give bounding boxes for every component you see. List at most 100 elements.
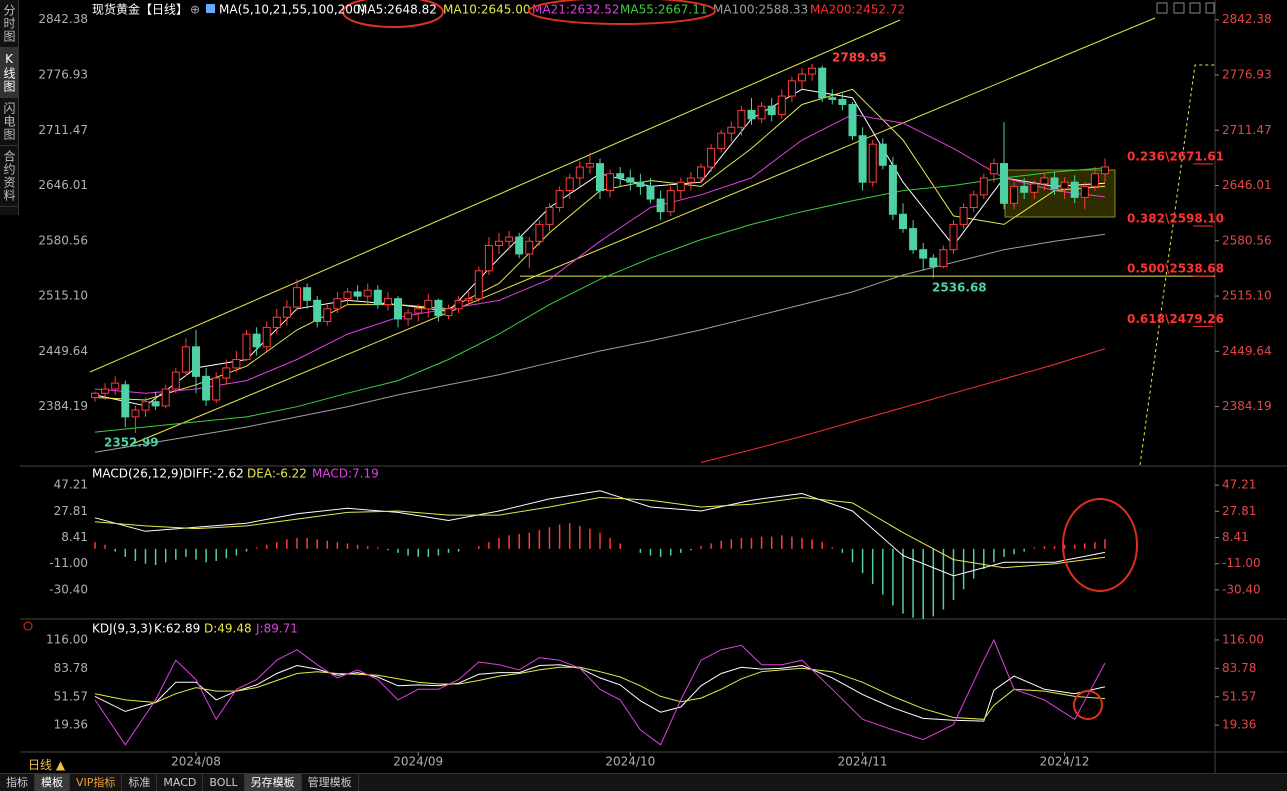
- window-icon[interactable]: [1173, 2, 1185, 14]
- candle-body: [828, 97, 837, 100]
- window-icon[interactable]: [1156, 2, 1168, 14]
- window-icon[interactable]: [1205, 2, 1215, 14]
- window-icon[interactable]: [1189, 2, 1201, 14]
- candle-body: [535, 223, 544, 242]
- candle-body: [1080, 185, 1089, 198]
- ma-title: MA(5,10,21,55,100,200): [219, 3, 365, 17]
- x-tick-label: 2024/10: [605, 755, 655, 769]
- candle-body: [555, 190, 564, 208]
- sidebar-tab[interactable]: 分时图: [0, 0, 18, 48]
- tab[interactable]: 另存模板: [244, 774, 302, 791]
- tab[interactable]: 管理模板: [302, 774, 359, 791]
- legend-entry: MA21:2632.52: [532, 3, 620, 17]
- x-tick-label: 2024/12: [1040, 755, 1090, 769]
- indicator-line: [700, 348, 1106, 463]
- candle-body: [414, 308, 423, 314]
- indicator-line: [94, 490, 1106, 577]
- panel-title: KDJ(9,3,3): [92, 622, 153, 636]
- sidebar-tab[interactable]: 闪电图: [0, 98, 18, 146]
- x-tick-label: 2024/08: [171, 755, 221, 769]
- candle-body: [697, 166, 705, 179]
- y-tick-label: 2515.10: [38, 289, 88, 303]
- y-tick-label: 83.78: [54, 661, 88, 675]
- candle-body: [818, 67, 827, 99]
- candle-body: [767, 105, 776, 116]
- tab[interactable]: 模板: [35, 774, 70, 791]
- y-tick-label-right: 47.21: [1222, 478, 1256, 492]
- candle-body: [878, 143, 887, 166]
- candle-body: [565, 177, 574, 192]
- dashed-projection: [1139, 64, 1217, 466]
- candle-body: [454, 299, 463, 310]
- price-annotation: 2789.95: [832, 51, 887, 65]
- y-tick-label: 2711.47: [38, 123, 88, 137]
- y-tick-label-right: 2580.56: [1222, 233, 1272, 247]
- sidebar-tab[interactable]: 合约资料: [0, 146, 18, 207]
- y-tick-label-right: 8.41: [1222, 530, 1249, 544]
- candle-body: [1101, 166, 1109, 175]
- y-tick-label-right: 2515.10: [1222, 289, 1272, 303]
- candle-body: [444, 308, 453, 317]
- candle-body: [212, 377, 221, 401]
- x-tick-label: 2024/11: [838, 755, 888, 769]
- y-tick-label: 2842.38: [38, 12, 88, 26]
- candle-body: [262, 326, 271, 348]
- candle-body: [656, 198, 665, 213]
- candle-body: [929, 257, 938, 268]
- panel-icon[interactable]: [23, 621, 33, 631]
- candle-body: [919, 249, 928, 259]
- candle-body: [202, 375, 211, 401]
- x-tick-label: 2024/09: [393, 755, 443, 769]
- legend-entry: MA5:2648.82: [357, 3, 437, 17]
- candle-body: [636, 181, 645, 187]
- period-button[interactable]: 日线 ▲: [28, 758, 66, 772]
- candle-body: [1020, 185, 1029, 193]
- y-tick-label-right: 116.00: [1222, 632, 1264, 646]
- candle-body: [979, 177, 988, 196]
- tab[interactable]: 指标: [0, 774, 35, 791]
- candle-body: [585, 163, 594, 168]
- candle-body: [1060, 181, 1069, 190]
- candle-body: [757, 105, 766, 120]
- candle-body: [242, 333, 251, 360]
- y-tick-label: 116.00: [46, 632, 88, 646]
- candle-body: [1000, 163, 1008, 204]
- sidebar-tab[interactable]: K线图: [0, 48, 18, 98]
- candle-body: [121, 384, 130, 418]
- tab[interactable]: 标准: [122, 774, 158, 791]
- y-tick-label-right: 2384.19: [1222, 399, 1272, 413]
- y-tick-label-right: 2842.38: [1222, 12, 1272, 26]
- candle-body: [787, 80, 796, 97]
- highlight-circle: [528, 0, 716, 25]
- price-annotation: 2352.99: [104, 436, 159, 450]
- y-tick-label-right: 27.81: [1222, 504, 1256, 518]
- indicator-line: [94, 496, 1106, 569]
- candle-body: [777, 95, 786, 116]
- candle-body: [323, 308, 332, 322]
- candle-body: [232, 358, 241, 369]
- candle-body: [434, 299, 443, 317]
- tab[interactable]: VIP指标: [70, 774, 123, 791]
- settings-icon[interactable]: ⊕: [190, 3, 200, 17]
- candle-body: [181, 346, 190, 373]
- y-tick-label: 2646.01: [38, 178, 88, 192]
- y-tick-label: -11.00: [49, 556, 88, 570]
- candle-body: [626, 177, 635, 183]
- tab[interactable]: BOLL: [203, 774, 245, 791]
- legend-entry: K:62.89: [154, 622, 200, 636]
- highlight-circle: [1073, 690, 1103, 720]
- y-tick-label-right: -30.40: [1222, 582, 1261, 596]
- candle-body: [949, 223, 958, 251]
- candle-body: [606, 173, 615, 192]
- candle-body: [373, 289, 382, 306]
- tab[interactable]: MACD: [157, 774, 204, 791]
- candle-body: [939, 249, 948, 268]
- legend-entry: D:49.48: [204, 622, 252, 636]
- y-tick-label: 27.81: [54, 504, 88, 518]
- candle-body: [353, 291, 362, 297]
- candle-body: [545, 206, 554, 225]
- indicator-icon[interactable]: [206, 4, 215, 13]
- candle-body: [515, 236, 524, 255]
- legend-entry: MA55:2667.11: [620, 3, 708, 17]
- candle-body: [151, 401, 160, 407]
